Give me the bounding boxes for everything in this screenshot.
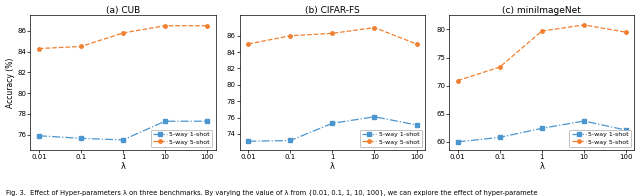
5-way 5-shot <box>496 66 504 68</box>
5-way 1-shot <box>622 129 630 131</box>
5-way 1-shot <box>496 136 504 139</box>
X-axis label: λ: λ <box>330 162 335 171</box>
5-way 5-shot <box>622 31 630 33</box>
5-way 1-shot <box>413 124 420 126</box>
Text: Fig. 3.  Effect of Hyper-parameters λ on three benchmarks. By varying the value : Fig. 3. Effect of Hyper-parameters λ on … <box>6 189 538 196</box>
5-way 1-shot <box>161 120 169 122</box>
5-way 5-shot <box>77 45 84 48</box>
5-way 1-shot <box>371 116 378 118</box>
5-way 5-shot <box>371 26 378 29</box>
Line: 5-way 1-shot: 5-way 1-shot <box>456 119 628 144</box>
5-way 5-shot <box>538 30 546 32</box>
Legend: 5-way 1-shot, 5-way 5-shot: 5-way 1-shot, 5-way 5-shot <box>570 130 631 147</box>
5-way 5-shot <box>454 79 461 82</box>
5-way 1-shot <box>119 139 127 141</box>
X-axis label: λ: λ <box>120 162 125 171</box>
5-way 1-shot <box>580 120 588 122</box>
5-way 1-shot <box>328 122 336 124</box>
5-way 5-shot <box>580 24 588 26</box>
5-way 1-shot <box>538 127 546 130</box>
5-way 5-shot <box>413 43 420 45</box>
5-way 5-shot <box>244 43 252 45</box>
5-way 5-shot <box>287 35 294 37</box>
Y-axis label: Accuracy (%): Accuracy (%) <box>6 58 15 108</box>
Line: 5-way 5-shot: 5-way 5-shot <box>456 23 628 82</box>
Title: (a) CUB: (a) CUB <box>106 5 140 15</box>
Title: (b) CIFAR-FS: (b) CIFAR-FS <box>305 5 360 15</box>
5-way 5-shot <box>161 24 169 27</box>
5-way 5-shot <box>35 47 43 50</box>
5-way 1-shot <box>35 135 43 137</box>
5-way 5-shot <box>328 32 336 34</box>
Legend: 5-way 1-shot, 5-way 5-shot: 5-way 1-shot, 5-way 5-shot <box>150 130 212 147</box>
Legend: 5-way 1-shot, 5-way 5-shot: 5-way 1-shot, 5-way 5-shot <box>360 130 422 147</box>
5-way 1-shot <box>244 140 252 142</box>
5-way 1-shot <box>287 139 294 142</box>
Line: 5-way 1-shot: 5-way 1-shot <box>37 120 209 142</box>
5-way 5-shot <box>119 32 127 34</box>
5-way 1-shot <box>454 141 461 143</box>
Line: 5-way 1-shot: 5-way 1-shot <box>246 115 419 143</box>
5-way 1-shot <box>77 137 84 140</box>
Line: 5-way 5-shot: 5-way 5-shot <box>37 24 209 50</box>
X-axis label: λ: λ <box>540 162 545 171</box>
Line: 5-way 5-shot: 5-way 5-shot <box>246 26 419 46</box>
5-way 5-shot <box>204 24 211 27</box>
5-way 1-shot <box>204 120 211 122</box>
Title: (c) miniImageNet: (c) miniImageNet <box>502 5 581 15</box>
